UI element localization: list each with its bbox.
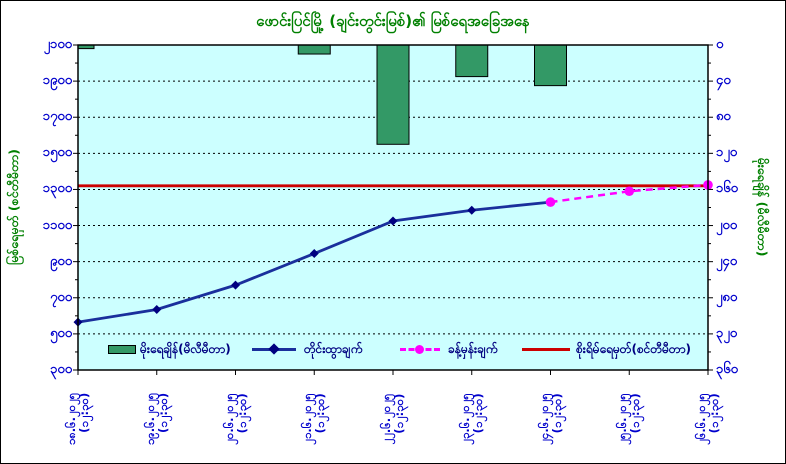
legend-danger-line xyxy=(522,348,570,351)
forecast-point xyxy=(624,186,635,197)
measured-point xyxy=(231,280,240,290)
left-axis-tick-label: ၉၀၀ xyxy=(50,253,72,269)
x-axis-label: ၁၉.၆.၂၀၂၅ (၁၂:၃၀) xyxy=(142,392,170,446)
rainfall-bar xyxy=(78,45,95,50)
x-axis-label: ၂၀.၆.၂၀၂၅ (၁၂:၃၀) xyxy=(221,393,249,445)
rainfall-bar xyxy=(455,45,489,78)
measured-point xyxy=(152,305,162,315)
left-axis-tick-label: ၃၀၀ xyxy=(50,362,72,377)
right-axis-tick-label: ၃၆၀ xyxy=(716,362,738,377)
left-axis-tick-label: ၇၀၀ xyxy=(50,289,72,305)
right-axis-tick-label: ၃၂၀ xyxy=(716,325,738,341)
rainfall-bars xyxy=(78,45,567,145)
legend-forecast-circle-icon xyxy=(415,345,424,354)
legend-forecast-label: ခန့်မှန်းချက် xyxy=(448,342,498,356)
x-axis-label: ၁၈.၆.၂၀၂၅ (၁၂:၃၀) xyxy=(64,392,91,446)
right-axis-tick-label: ၂၄၀ xyxy=(716,253,738,269)
forecast-point xyxy=(545,197,556,207)
right-axis-tick-label: ၁၆၀ xyxy=(716,181,738,197)
right-axis-tick-label: ၀ xyxy=(716,37,724,52)
measured-point xyxy=(388,216,398,226)
left-axis-tick-label: ၁၇၀၀ xyxy=(42,109,72,125)
measured-point xyxy=(467,205,477,215)
left-axis-tick-label: ၅၀၀ xyxy=(50,325,72,341)
legend-rainfall-label: မိုးရေချိန်(မီလီမီတာ) xyxy=(140,342,231,356)
right-axis-tick-label: ၄၀ xyxy=(716,73,731,89)
forecast-line xyxy=(550,183,709,204)
left-axis-tick-label: ၁၉၀၀ xyxy=(42,73,72,89)
left-axis-tick-label: ၁၃၀၀ xyxy=(42,181,72,197)
x-axis-label: ၂၅.၆.၂၀၂၅ (၁၂:၃၀) xyxy=(615,393,643,445)
right-axis-tick-label: ၂၈၀ xyxy=(716,289,738,305)
x-axis-label: ၂၆.၆.၂၀၂၅ (၁၂:၃၀) xyxy=(694,393,721,445)
right-axis-tick-label: ၈၀ xyxy=(716,109,731,125)
rainfall-bar xyxy=(297,45,331,55)
rainfall-bar xyxy=(534,45,567,87)
left-axis-tick-label: ၂၁၀၀ xyxy=(43,37,72,52)
right-axis-tick-label: ၁၂၀ xyxy=(716,145,738,161)
legend-danger-label: စိုးရိမ်ရေမှတ်(စင်တီမီတာ) xyxy=(576,342,692,356)
left-axis-tick-label: ၁၅၀၀ xyxy=(42,145,72,161)
legend-rainfall-swatch xyxy=(108,345,136,354)
x-axis-label: ၂၂.၆.၂၀၂၅ (၁၂:၃၀) xyxy=(379,393,406,445)
measured-point xyxy=(309,249,319,259)
rainfall-bar xyxy=(376,45,410,145)
x-axis-label: ၂၃.၆.၂၀၂၅ (၁၂:၃၀) xyxy=(457,393,485,445)
legend-measured-label: တိုင်းထွာချက် xyxy=(304,342,363,356)
right-axis-tick-label: ၂၀၀ xyxy=(716,217,738,233)
left-axis-tick-label: ၁၁၀၀ xyxy=(42,217,72,233)
chart-title: ဖောင်းပြင်မြို့ (ချင်းတွင်းမြစ်)၏ မြစ်ရေ… xyxy=(256,12,530,30)
x-axis-label: ၂၄.၆.၂၀၂၅ (၁၂:၃၀) xyxy=(536,393,564,445)
x-axis-label: ၂၁.၆.၂၀၂၅ (၁၂:၃၀) xyxy=(300,393,328,445)
